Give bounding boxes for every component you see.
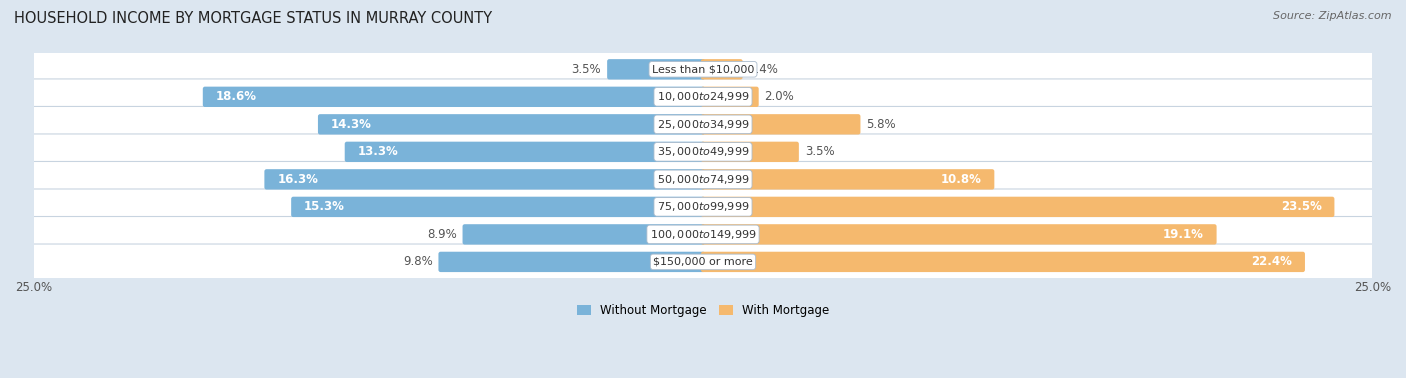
Text: 2.0%: 2.0% (765, 90, 794, 103)
Text: $25,000 to $34,999: $25,000 to $34,999 (657, 118, 749, 131)
Text: $50,000 to $74,999: $50,000 to $74,999 (657, 173, 749, 186)
FancyBboxPatch shape (439, 252, 706, 272)
FancyBboxPatch shape (21, 134, 1385, 170)
FancyBboxPatch shape (202, 87, 706, 107)
Text: 5.8%: 5.8% (866, 118, 896, 131)
Text: 22.4%: 22.4% (1251, 256, 1292, 268)
Text: $10,000 to $24,999: $10,000 to $24,999 (657, 90, 749, 103)
Text: 19.1%: 19.1% (1163, 228, 1204, 241)
FancyBboxPatch shape (21, 51, 1385, 87)
FancyBboxPatch shape (21, 244, 1385, 280)
Text: 14.3%: 14.3% (330, 118, 371, 131)
FancyBboxPatch shape (21, 79, 1385, 115)
FancyBboxPatch shape (21, 189, 1385, 225)
Text: Less than $10,000: Less than $10,000 (652, 64, 754, 74)
Text: $100,000 to $149,999: $100,000 to $149,999 (650, 228, 756, 241)
Text: 18.6%: 18.6% (215, 90, 257, 103)
FancyBboxPatch shape (344, 142, 706, 162)
Text: 10.8%: 10.8% (941, 173, 981, 186)
FancyBboxPatch shape (700, 252, 1305, 272)
FancyBboxPatch shape (21, 217, 1385, 252)
Text: HOUSEHOLD INCOME BY MORTGAGE STATUS IN MURRAY COUNTY: HOUSEHOLD INCOME BY MORTGAGE STATUS IN M… (14, 11, 492, 26)
Legend: Without Mortgage, With Mortgage: Without Mortgage, With Mortgage (572, 300, 834, 322)
FancyBboxPatch shape (700, 142, 799, 162)
Text: 9.8%: 9.8% (402, 256, 433, 268)
FancyBboxPatch shape (607, 59, 706, 79)
FancyBboxPatch shape (700, 224, 1216, 245)
FancyBboxPatch shape (700, 197, 1334, 217)
Text: 13.3%: 13.3% (357, 146, 398, 158)
FancyBboxPatch shape (264, 169, 706, 189)
Text: 1.4%: 1.4% (748, 63, 779, 76)
Text: 16.3%: 16.3% (277, 173, 318, 186)
FancyBboxPatch shape (463, 224, 706, 245)
FancyBboxPatch shape (700, 87, 759, 107)
Text: $75,000 to $99,999: $75,000 to $99,999 (657, 200, 749, 213)
Text: $150,000 or more: $150,000 or more (654, 257, 752, 267)
Text: 3.5%: 3.5% (572, 63, 602, 76)
FancyBboxPatch shape (700, 114, 860, 135)
Text: 8.9%: 8.9% (427, 228, 457, 241)
FancyBboxPatch shape (21, 161, 1385, 197)
FancyBboxPatch shape (700, 169, 994, 189)
Text: 15.3%: 15.3% (304, 200, 344, 213)
FancyBboxPatch shape (291, 197, 706, 217)
Text: Source: ZipAtlas.com: Source: ZipAtlas.com (1274, 11, 1392, 21)
Text: 23.5%: 23.5% (1281, 200, 1322, 213)
Text: 3.5%: 3.5% (804, 146, 834, 158)
FancyBboxPatch shape (21, 107, 1385, 142)
FancyBboxPatch shape (700, 59, 742, 79)
Text: $35,000 to $49,999: $35,000 to $49,999 (657, 146, 749, 158)
FancyBboxPatch shape (318, 114, 706, 135)
